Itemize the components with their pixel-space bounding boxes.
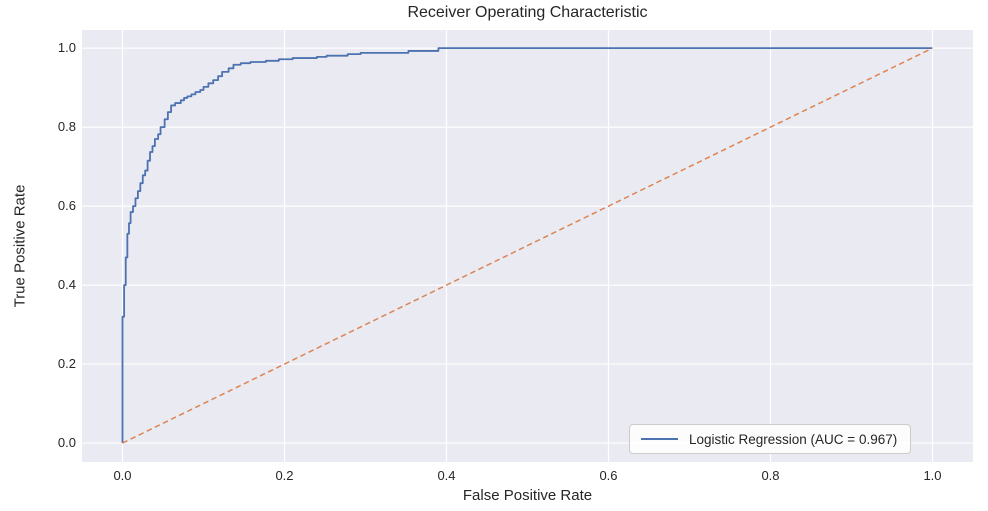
x-tick-label: 0.6 bbox=[599, 468, 618, 483]
legend-line-sample bbox=[641, 438, 678, 440]
chart-title: Receiver Operating Characteristic bbox=[407, 4, 648, 21]
y-tick-label: 0.8 bbox=[57, 119, 76, 135]
y-axis-label: True Positive Rate bbox=[11, 184, 29, 308]
y-tick-label: 0.2 bbox=[57, 356, 76, 372]
logistic-regression-roc-line bbox=[121, 47, 933, 444]
legend-box: Logistic Regression (AUC = 0.967) bbox=[629, 424, 912, 454]
y-tick-label: 0.0 bbox=[57, 435, 76, 451]
x-tick-label: 0.4 bbox=[437, 468, 456, 483]
legend-label: Logistic Regression (AUC = 0.967) bbox=[689, 431, 898, 447]
x-tick-label: 0.8 bbox=[761, 468, 780, 483]
y-tick-label: 0.6 bbox=[57, 198, 76, 214]
x-tick-label: 0.2 bbox=[275, 468, 294, 483]
x-axis-label: False Positive Rate bbox=[462, 487, 593, 504]
x-tick-label: 0.0 bbox=[113, 468, 132, 483]
y-tick-label: 1.0 bbox=[57, 40, 76, 56]
y-tick-label: 0.4 bbox=[57, 277, 76, 293]
chance-diagonal-line bbox=[122, 47, 933, 444]
x-tick-label: 1.0 bbox=[923, 468, 942, 483]
